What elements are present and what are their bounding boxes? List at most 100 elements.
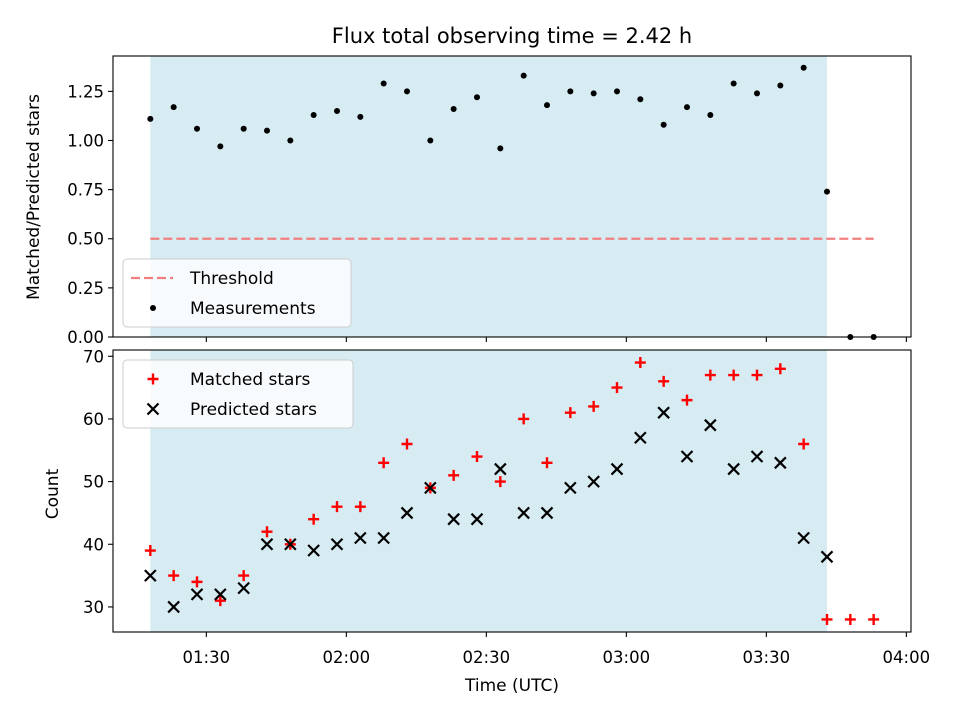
x-tick-label: 02:00 [323,648,371,667]
predicted-point [307,544,320,557]
matched-point [704,369,716,381]
matched-point [308,513,320,525]
data-point [590,90,597,97]
matched-point [541,457,553,469]
x-tick-label: 04:00 [883,648,931,667]
y-tick-label: 0.25 [67,279,104,298]
data-point [404,88,410,95]
data-point [544,102,550,109]
legend-label: Measurements [190,299,316,319]
data-point [310,111,317,118]
matched-point [774,363,786,375]
matched-point [378,457,390,469]
matched-point [261,526,273,538]
data-point [240,125,247,132]
matched-point [354,501,366,513]
legend-label: Threshold [189,269,274,289]
ratio-panel: 0.00 0.25 0.50 0.75 1.00 1.25 Threshold Measure… [67,55,912,347]
series-predicted-stars [144,406,834,614]
predicted-point [424,481,437,495]
predicted-point [377,531,390,545]
x-tick-label: 02:30 [463,648,511,667]
legend-swatch [147,373,159,385]
data-point [567,88,574,95]
y-tick-label: 1.25 [67,82,104,101]
predicted-point [470,512,484,526]
data-point [754,90,760,97]
predicted-point [330,537,344,551]
matched-point [798,438,810,450]
y-tick-label: 0.00 [67,328,104,347]
matched-point [868,613,880,625]
data-point [427,137,434,144]
data-point [287,137,294,144]
count-y-axis-label: Count [43,468,63,519]
y-tick-label: 40 [83,535,104,554]
predicted-point [167,600,180,614]
matched-point [331,501,343,513]
data-point [800,64,807,71]
legend-swatch [150,305,156,311]
predicted-point [797,531,810,545]
legend-box [122,258,352,328]
legend-label: Predicted stars [190,400,317,420]
predicted-point [750,450,764,463]
predicted-point [540,506,554,520]
data-point [194,125,200,132]
matched-point [634,357,646,369]
data-point [730,80,737,87]
data-point [497,145,504,152]
y-tick-label: 30 [83,598,104,617]
matched-point [494,476,506,488]
legend-swatch [146,402,160,416]
predicted-point [704,418,717,432]
data-point [380,80,387,87]
matched-point [448,469,460,481]
legend: Matched stars Predicted stars [122,359,354,429]
predicted-point [610,462,624,476]
predicted-point [354,531,367,545]
x-tick-label: 03:00 [603,648,651,667]
series-measurements [147,64,877,340]
matched-point [191,576,203,588]
legend-label: Matched stars [190,370,310,390]
matched-point [821,613,833,625]
y-tick-label: 0.75 [67,181,104,200]
predicted-point [284,537,297,551]
matched-point [728,369,740,381]
data-point [614,88,620,95]
matched-point [401,438,413,450]
count-panel: 30 40 50 60 70 01:30 02:00 02:30 03:00 03:30 04:00… [83,347,930,667]
predicted-point [447,512,460,526]
predicted-point [214,588,227,601]
matched-point [658,375,670,387]
data-point [660,121,667,128]
predicted-point [727,462,740,476]
predicted-point [517,506,530,520]
data-point [357,113,364,120]
data-point [450,106,457,113]
matched-point [588,400,600,412]
matched-point [611,382,623,394]
x-tick-label: 03:30 [743,648,791,667]
y-tick-label: 1.00 [67,131,104,150]
y-tick-label: 0.50 [67,230,104,249]
predicted-point [144,569,157,582]
chart-title: Flux total observing time = 2.42 h [332,24,692,48]
matched-point [844,613,856,625]
x-tick-label: 01:30 [183,648,231,667]
data-point [170,104,177,111]
predicted-point [587,475,600,488]
data-point [777,82,784,89]
y-tick-label: 60 [83,410,104,429]
data-point [264,127,270,134]
predicted-point [400,506,414,520]
matched-point [238,570,250,582]
axes-frame [112,55,912,338]
predicted-point [820,550,834,564]
legend: Threshold Measurements [122,258,352,328]
data-point [684,104,690,111]
predicted-point [494,462,507,476]
predicted-point [190,588,204,601]
